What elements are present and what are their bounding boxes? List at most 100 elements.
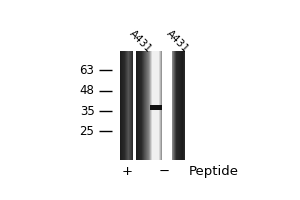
Bar	[129, 51, 130, 160]
Bar	[136, 51, 137, 160]
Bar	[172, 51, 173, 160]
Bar	[130, 51, 131, 160]
Text: 48: 48	[80, 84, 94, 97]
Bar	[137, 51, 138, 160]
Bar	[128, 51, 129, 160]
Bar	[159, 51, 160, 160]
Bar	[153, 51, 154, 160]
Bar	[141, 51, 142, 160]
Bar	[154, 51, 155, 160]
Bar	[129, 51, 130, 160]
Bar	[123, 51, 124, 160]
Bar	[138, 51, 139, 160]
Bar	[124, 51, 125, 160]
Bar	[147, 51, 148, 160]
Bar	[154, 51, 155, 160]
Bar	[172, 51, 173, 160]
Bar	[160, 51, 161, 160]
Bar	[124, 51, 125, 160]
Bar	[151, 51, 152, 160]
Bar	[145, 51, 146, 160]
Bar	[151, 51, 152, 160]
Bar	[180, 51, 181, 160]
Bar	[146, 51, 147, 160]
Bar	[140, 51, 141, 160]
Bar	[158, 51, 159, 160]
Bar	[143, 51, 144, 160]
Bar	[176, 51, 177, 160]
Bar	[141, 51, 142, 160]
Bar	[154, 51, 155, 160]
Bar	[173, 51, 174, 160]
Bar	[120, 51, 121, 160]
Bar	[174, 51, 175, 160]
Bar	[148, 51, 149, 160]
Text: 25: 25	[80, 125, 94, 138]
Bar	[155, 51, 156, 160]
Bar	[178, 51, 179, 160]
Bar	[131, 51, 132, 160]
Bar	[157, 51, 158, 160]
Bar	[140, 51, 141, 160]
Bar	[158, 51, 159, 160]
Bar	[144, 51, 145, 160]
Bar	[175, 51, 176, 160]
Bar	[130, 51, 131, 160]
Bar	[127, 51, 128, 160]
Bar	[160, 51, 161, 160]
Bar	[122, 51, 123, 160]
Bar	[126, 51, 127, 160]
Bar	[158, 51, 159, 160]
Bar	[182, 51, 183, 160]
Bar	[142, 51, 143, 160]
Bar	[153, 51, 154, 160]
Bar	[125, 51, 126, 160]
Bar	[152, 51, 153, 160]
Bar	[140, 51, 141, 160]
Bar	[131, 51, 132, 160]
Bar	[174, 51, 175, 160]
Bar	[146, 51, 147, 160]
Bar	[128, 51, 129, 160]
Bar	[161, 51, 162, 160]
Bar	[149, 51, 150, 160]
Bar	[138, 51, 139, 160]
Bar	[143, 51, 144, 160]
Bar	[149, 51, 150, 160]
Bar	[123, 51, 124, 160]
Bar	[122, 51, 123, 160]
Bar	[147, 51, 148, 160]
Bar	[159, 51, 160, 160]
Bar	[179, 51, 180, 160]
Bar	[176, 51, 177, 160]
Bar	[129, 51, 130, 160]
Bar	[121, 51, 122, 160]
Bar	[177, 51, 178, 160]
Bar	[156, 51, 157, 160]
Bar	[160, 51, 161, 160]
Bar	[173, 51, 174, 160]
Bar	[181, 51, 182, 160]
Bar	[174, 51, 175, 160]
Bar	[181, 51, 182, 160]
Text: +: +	[122, 165, 133, 178]
Bar	[130, 51, 131, 160]
Bar	[179, 51, 180, 160]
Bar	[155, 51, 156, 160]
Bar	[139, 51, 140, 160]
Bar	[149, 51, 150, 160]
Bar	[125, 51, 126, 160]
Bar	[173, 51, 174, 160]
Bar	[137, 51, 138, 160]
Bar	[172, 51, 173, 160]
Bar	[150, 51, 151, 160]
Bar	[161, 51, 162, 160]
Bar	[136, 51, 137, 160]
Bar	[150, 105, 162, 110]
Bar	[128, 51, 129, 160]
Text: −: −	[159, 165, 170, 178]
Bar	[127, 51, 128, 160]
Text: A431: A431	[127, 28, 153, 55]
Bar	[150, 51, 151, 160]
Bar	[122, 51, 123, 160]
